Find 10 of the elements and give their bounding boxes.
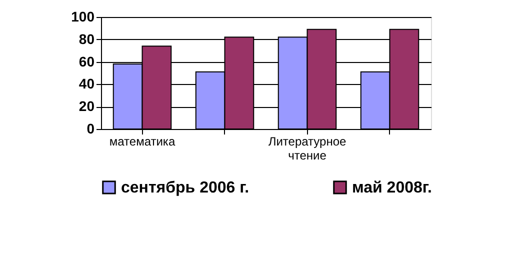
legend-label: май 2008г. (352, 179, 432, 196)
y-tick-label: 40 (78, 76, 95, 92)
y-tick-label: 20 (78, 98, 95, 114)
x-tick-label: математика (109, 134, 176, 148)
x-tick-label: Литературное чтение (268, 134, 346, 162)
y-tick-label: 100 (71, 8, 95, 24)
y-tick-label: 60 (78, 53, 95, 70)
y-tick-label: 0 (86, 120, 95, 136)
y-tick-label: 80 (78, 30, 95, 47)
legend-label: сентябрь 2006 г. (121, 179, 250, 196)
